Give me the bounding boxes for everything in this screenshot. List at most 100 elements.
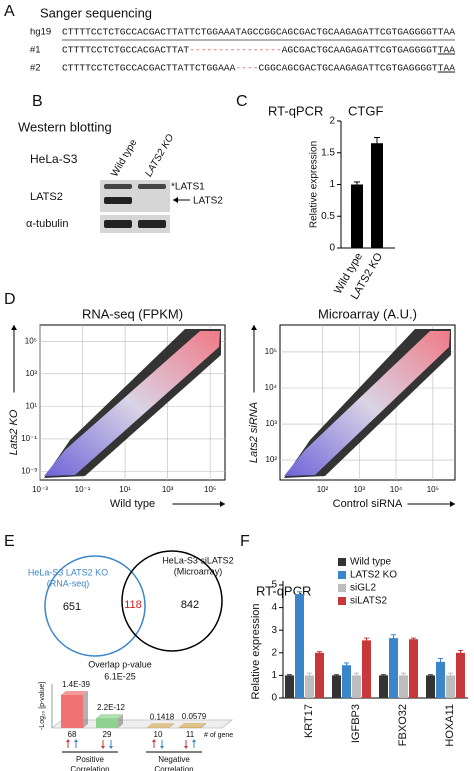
y-tick-label: 10⁻³ [21,467,37,476]
bar-side [83,690,88,728]
bar [305,675,314,698]
panel-label: D [4,291,16,308]
chart-title: Microarray (A.U.) [318,306,417,321]
bar-top [96,714,123,719]
sequence-name: #2 [30,63,41,74]
band-label: LATS2 [193,196,223,207]
x-tick-label: FBXO32 [397,704,409,746]
legend-swatch [338,597,346,605]
row-label: LATS2 [30,191,63,203]
x-tick-label: KRT17 [303,704,315,738]
chart-subtitle: CTGF [348,103,383,118]
venn-circle [121,550,223,652]
bar-top [179,722,206,727]
sequence-stop-codon: TAA [438,45,456,56]
y-tick-label: 1 [329,179,335,190]
x-tick-label: 10² [317,485,329,494]
x-tick-label: 10³ [162,485,174,494]
legend-swatch [338,558,346,566]
y-tick-label: 1.5 [321,147,335,158]
x-axis-label: Wild type [110,498,155,510]
group-label: Negative Correlation [154,755,193,771]
panel-label: F [240,533,250,550]
y-tick-label: 10⁴ [265,383,278,392]
arrow-head [152,739,156,742]
venn-count: 651 [63,601,81,613]
venn-title: HeLa-S3 LATS2 KO [28,567,108,577]
band [104,184,132,189]
sequence-prefix: CTTTTCCTCTGCCACGACTTATTCTGGAAATAGCCGGCAG… [62,27,455,38]
bar [352,675,361,698]
y-tick-label: 10¹ [25,401,37,410]
x-tick-label: HOXA11 [444,704,456,747]
y-tick-label: 3 [271,625,277,636]
legend-label: Wild type [350,557,392,568]
axis-arrow-head [220,501,225,507]
panel-label: E [4,533,15,550]
venn-count: 842 [181,599,199,611]
count-label: 29 [103,730,112,739]
y-axis-label: Lats2 KO [8,409,20,455]
y-tick-label: 1 [271,670,277,681]
bar-side [201,722,206,728]
bar [399,675,408,698]
bar [96,718,118,728]
venn-subtitle: (Microarray) [174,566,223,576]
band [138,220,166,228]
venn-title: HeLa-S3 siLATS2 [162,555,233,565]
sequence-name: hg19 [30,27,51,38]
count-label: 68 [68,730,77,739]
blot [100,215,170,233]
legend-swatch [338,584,346,592]
y-tick-label: 10³ [265,419,277,428]
overlap-p: 6.1E-25 [104,671,136,681]
bar [371,143,383,248]
legend-label: siLATS2 [350,596,387,607]
x-tick-label: 10⁴ [390,485,403,494]
bar [362,640,371,698]
y-tick-label: 0.5 [321,211,335,222]
band [104,220,132,228]
y-tick-label: 10⁵ [25,336,37,345]
value-label: 0.0579 [182,712,207,721]
legend-label: siGL2 [350,583,377,594]
bar [389,638,398,698]
arrow-head [109,746,113,749]
value-label: 2.2E-12 [97,703,126,712]
point-cloud [284,331,450,476]
bar [351,184,363,248]
x-tick-label: 10¹ [119,485,131,494]
arrow-head [101,746,105,749]
overlap-label: Overlap p-value [88,659,152,669]
sequence-suffix: CGGCAGCGACTGCAAGAGATTCGTGAGGGGT [259,63,438,74]
bar-top [61,690,88,695]
bar [315,652,324,698]
bar [446,675,455,698]
x-tick-label: 10⁵ [204,485,216,494]
sequence-prefix: CTTTTCCTCTGCCACGACTTAT [62,45,189,56]
venn-count: 118 [124,599,142,611]
sequence-deletion: ---- [235,63,258,74]
chart-title: RT-qPCR [268,103,323,118]
lane-label: Wild type [109,137,139,178]
arrow-head [184,746,188,749]
legend-swatch [338,571,346,579]
value-label: 1.4E-39 [62,680,91,689]
bar [285,675,294,698]
venn-circle [44,555,146,657]
bar [179,726,201,728]
arrow-head [192,739,196,742]
venn-subtitle: (RNA-seq) [47,578,90,588]
bar-side [169,723,174,728]
y-tick-label: 0 [271,693,277,704]
sequence-suffix: AGCGACTGCAAGAGATTCGTGAGGGGT [282,45,438,56]
axis-arrow-head [11,325,17,330]
y-tick-label: 10³ [25,369,37,378]
legend-label: LATS2 KO [350,570,397,581]
x-tick-label: 10³ [353,485,365,494]
cell-line: HeLa-S3 [30,152,78,166]
chart-title: RNA-seq (FPKM) [82,306,183,321]
x-tick-label: IGFBP3 [350,704,362,743]
axis-arrow-head [251,325,257,330]
